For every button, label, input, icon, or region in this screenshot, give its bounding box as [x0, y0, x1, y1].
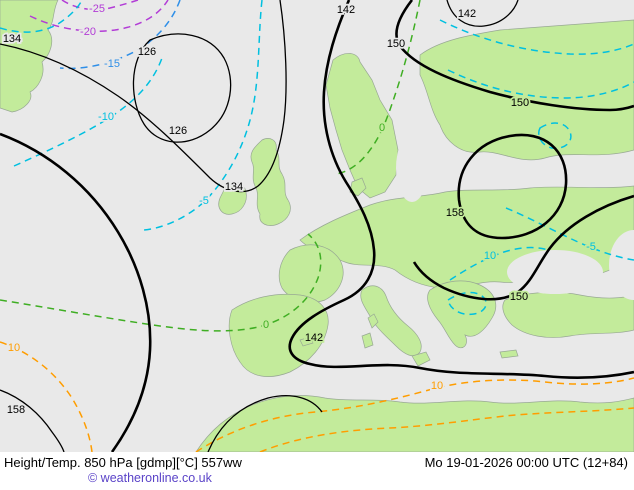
isotherm-minus5-east-line [505, 207, 634, 261]
height-126-loop [132, 33, 232, 143]
baltic-sea [396, 134, 428, 202]
isotherm-russia-line-1 [439, 19, 634, 55]
isotherm-minus10-corner-line [0, 0, 83, 33]
contour-label--20: -20 [80, 26, 96, 38]
caption-bar: Height/Temp. 850 hPa [gdmp][°C] 557ww Mo… [0, 452, 634, 490]
land-corsica [367, 313, 379, 329]
contour-label-134: 134 [3, 33, 21, 45]
contour-label-158: 158 [7, 404, 25, 416]
isotherm-minus5-west-line [143, 0, 263, 231]
land-finland-russia [419, 19, 634, 161]
isotherm-russia-loop [538, 122, 572, 150]
isotherm-blue-group [59, 0, 181, 70]
height-142-main-line [288, 0, 634, 379]
land-france [278, 244, 344, 303]
contour-label-142: 142 [458, 8, 476, 20]
isotherm-orange-group [0, 341, 634, 452]
height-contours-layer [0, 0, 634, 452]
isotherm-cyan-group [0, 0, 634, 316]
land-greenland [0, 0, 59, 113]
contour-label-0: 0 [263, 319, 269, 331]
height-150-north-line [395, 0, 634, 112]
land-turkey [502, 291, 634, 338]
contour-label-134: 134 [225, 181, 243, 193]
contour-label--25: -25 [89, 3, 105, 15]
contour-label-150: 150 [511, 97, 529, 109]
land-great-britain [250, 138, 291, 226]
height-142-trough-line [446, 0, 519, 27]
black-sea [507, 250, 603, 294]
contour-label-126: 126 [169, 125, 187, 137]
contour-label-150: 150 [510, 291, 528, 303]
contour-labels-layer: 134 -25 -20 -15 -10 126 126 134 -5 142 150 142 0 150 1… [1, 1, 598, 418]
isotherm-minus20-line [29, 0, 169, 32]
land-layer [0, 0, 634, 452]
caspian-sea [609, 230, 634, 300]
contour-label-10: 10 [431, 380, 443, 392]
contour-label-0: 0 [379, 122, 385, 134]
isotherm-minus10-line [13, 57, 163, 167]
contour-label-10: 10 [8, 342, 20, 354]
height-150-south-line [412, 194, 634, 301]
land-north-africa [195, 395, 634, 452]
chart-datetime: Mo 19-01-2026 00:00 UTC (12+84) [424, 455, 628, 470]
land-crete [499, 349, 519, 359]
isotherm-10-africa-south-line [259, 407, 634, 452]
land-sardinia [361, 332, 374, 349]
map-canvas: 134 -25 -20 -15 -10 126 126 134 -5 142 150 142 0 150 1… [0, 0, 634, 452]
isotherm-aegean-loop [447, 291, 487, 316]
weather-map: 134 -25 -20 -15 -10 126 126 134 -5 142 150 142 0 150 1… [0, 0, 634, 452]
contour-label--10: -10 [98, 111, 114, 123]
land-ireland [218, 182, 247, 215]
isotherm-0-south-line [0, 233, 322, 332]
contour-label-126: 126 [138, 46, 156, 58]
height-158-loop [457, 133, 568, 240]
height-morocco-line [207, 395, 323, 452]
isotherm-10-anatolia-line [449, 246, 549, 281]
height-west-ridge-line [0, 132, 152, 452]
contour-label-10: 10 [484, 250, 496, 262]
contour-label-142: 142 [337, 4, 355, 16]
isotherm-russia-line-2 [447, 69, 634, 99]
contour-label--5: -5 [199, 195, 209, 207]
land-balearics [299, 336, 314, 347]
isotherm-green-group [0, 0, 421, 332]
contour-label-158: 158 [446, 207, 464, 219]
height-134-line [0, 0, 287, 193]
isotherm-minus15-line [59, 0, 181, 70]
copyright-link[interactable]: © weatheronline.co.uk [88, 471, 212, 485]
isotherm-purple-group [29, 0, 169, 32]
land-italy [360, 285, 422, 357]
land-scandinavia [325, 53, 399, 199]
isotherm-minus25-line [61, 0, 139, 11]
contour-label-150: 150 [387, 38, 405, 50]
contour-label-142: 142 [305, 332, 323, 344]
isotherm-0-north-line [335, 0, 421, 175]
isotherm-10-west-line [0, 341, 93, 452]
land-sicily [411, 351, 431, 367]
land-iberia [228, 293, 329, 377]
contour-label--5: -5 [586, 241, 596, 253]
inland-seas-layer [396, 134, 634, 300]
chart-title: Height/Temp. 850 hPa [gdmp][°C] 557ww [4, 455, 242, 470]
isotherm-10-africa-line [195, 377, 634, 452]
contour-label--15: -15 [104, 58, 120, 70]
height-158-corner-line [0, 389, 65, 452]
